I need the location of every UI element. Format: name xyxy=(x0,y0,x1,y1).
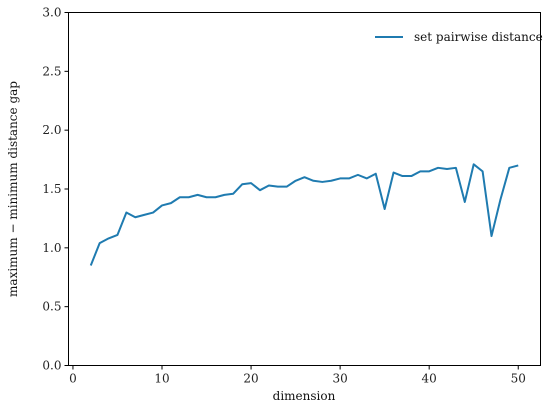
y-tick-label: 1.5 xyxy=(42,182,61,196)
y-tick-label: 1.0 xyxy=(42,241,61,255)
x-axis: 0 10 20 30 40 50 xyxy=(69,365,526,386)
y-axis: 0.0 0.5 1.0 1.5 2.0 2.5 3.0 xyxy=(42,6,69,373)
x-tick-label: 0 xyxy=(69,372,77,386)
y-axis-label: maximum − minimum distance gap xyxy=(6,81,20,297)
y-tick-label: 0.0 xyxy=(42,359,61,373)
y-tick-label: 3.0 xyxy=(42,6,61,20)
x-tick-label: 40 xyxy=(422,372,437,386)
legend: set pairwise distance xyxy=(375,30,543,44)
x-tick-label: 20 xyxy=(243,372,258,386)
y-tick-label: 2.5 xyxy=(42,64,61,78)
y-tick-label: 2.0 xyxy=(42,123,61,137)
x-tick-label: 50 xyxy=(511,372,526,386)
x-tick-label: 10 xyxy=(154,372,169,386)
series-line xyxy=(89,163,519,266)
y-tick-label: 0.5 xyxy=(42,300,61,314)
x-tick-label: 30 xyxy=(332,372,347,386)
series-layer xyxy=(89,163,519,266)
legend-label: set pairwise distance xyxy=(414,30,543,44)
x-axis-label: dimension xyxy=(273,389,336,403)
plot-frame xyxy=(68,12,541,366)
